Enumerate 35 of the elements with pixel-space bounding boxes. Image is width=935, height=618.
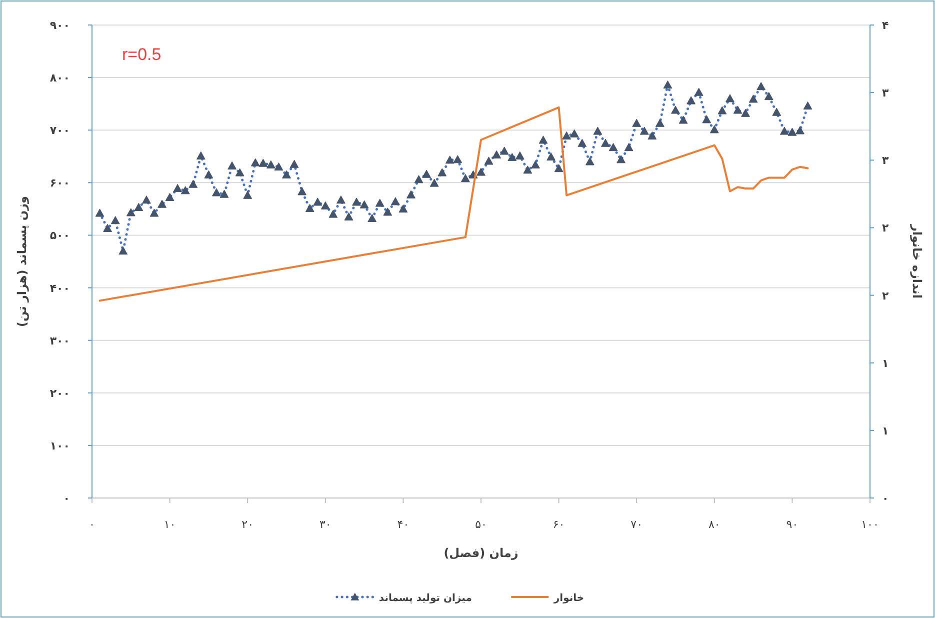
x-axis-title: زمان (فصل) [444, 546, 518, 560]
y2-tick-label: ۴ [882, 19, 889, 32]
y-tick-label: ۲۰۰ [50, 386, 70, 400]
legend-label: میزان تولید پسماند [378, 593, 472, 604]
y2-tick-label: ۰ [882, 492, 889, 505]
y-tick-label: ۳۰۰ [50, 334, 70, 348]
y-tick-label: ۰ [63, 492, 70, 505]
x-tick-label: ۶۰ [552, 518, 565, 531]
y2-tick-label: ۲ [882, 289, 889, 302]
y-tick-label: ۷۰۰ [50, 124, 70, 138]
y-tick-label: ۱۰۰ [50, 439, 70, 452]
x-tick-label: ۲۰ [242, 518, 254, 531]
x-tick-label: ۵۰ [475, 518, 487, 531]
x-tick-label: ۱۰۰ [861, 518, 879, 531]
y-tick-label: ۶۰۰ [50, 176, 70, 190]
y2-tick-label: ۳ [882, 154, 889, 168]
x-tick-label: ۹۰ [786, 518, 798, 531]
x-tick-label: ۳۰ [319, 518, 332, 531]
x-tick-label: ۱۰ [164, 518, 176, 531]
y-axis-title: وزن پسماند (هزار تن) [15, 196, 29, 327]
y2-tick-label: ۲ [882, 222, 889, 235]
x-tick-label: ۴۰ [397, 518, 410, 531]
y2-tick-label: ۳ [882, 86, 889, 100]
y2-axis-title: اندازه خانوار [910, 223, 924, 299]
x-tick-label: ۸۰ [708, 518, 720, 531]
y2-tick-label: ۱ [882, 356, 889, 370]
y-tick-label: ۹۰۰ [50, 19, 70, 32]
x-tick-label: ۰ [89, 518, 95, 531]
y-tick-label: ۵۰۰ [50, 229, 70, 242]
x-tick-label: ۷۰ [630, 518, 643, 531]
y-tick-label: ۸۰۰ [50, 72, 70, 85]
legend-label: خانوار [552, 593, 584, 604]
y-tick-label: ۴۰۰ [50, 282, 70, 295]
annotation: r=0.5 [122, 45, 162, 64]
y2-tick-label: ۱ [882, 424, 889, 438]
